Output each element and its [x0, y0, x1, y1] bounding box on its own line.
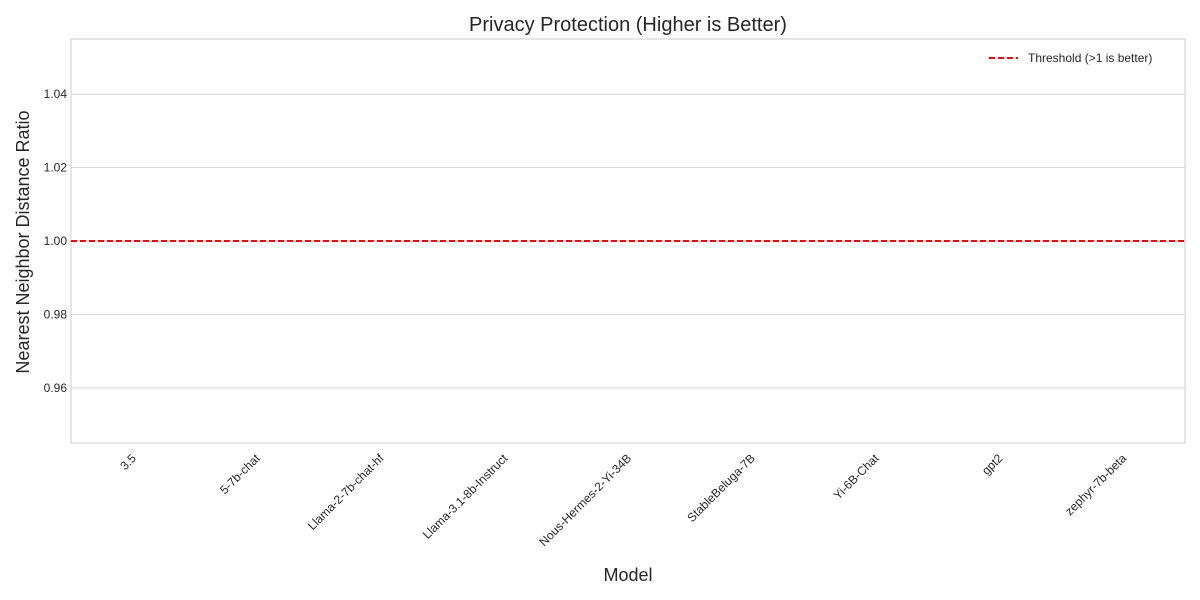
y-tick-label: 1.04 [44, 87, 68, 101]
y-tick-label: 1.02 [44, 161, 68, 175]
x-tick-label: StableBeluga-7B [684, 451, 758, 525]
y-axis-label: Nearest Neighbor Distance Ratio [13, 110, 33, 373]
y-tick-label: 1.00 [44, 234, 68, 248]
x-tick-label: zephyr-7b-beta [1062, 451, 1129, 518]
x-tick-label: 5-7b-chat [217, 451, 263, 497]
legend: Threshold (>1 is better) [989, 51, 1152, 65]
x-axis-label: Model [603, 565, 652, 585]
y-tick-label: 0.98 [44, 307, 68, 321]
x-tick-label: Llama-2-7b-chat-hf [305, 451, 387, 533]
y-tick-label: 0.96 [44, 381, 68, 395]
x-tick-label: Llama-3.1-8b-Instruct [420, 451, 511, 542]
x-tick-label: Yi-6B-Chat [831, 451, 883, 503]
x-tick-label: gpt2 [979, 451, 1006, 478]
y-tick-labels: 0.96 0.98 1.00 1.02 1.04 [44, 87, 68, 395]
x-tick-label: 3.5 [117, 451, 139, 473]
chart-title: Privacy Protection (Higher is Better) [469, 14, 787, 36]
legend-threshold-label: Threshold (>1 is better) [1028, 51, 1152, 65]
x-tick-labels: 3.5 5-7b-chat Llama-2-7b-chat-hf Llama-3.1-… [117, 451, 1129, 549]
x-tick-label: Nous-Hermes-2-Yi-34B [536, 451, 634, 549]
